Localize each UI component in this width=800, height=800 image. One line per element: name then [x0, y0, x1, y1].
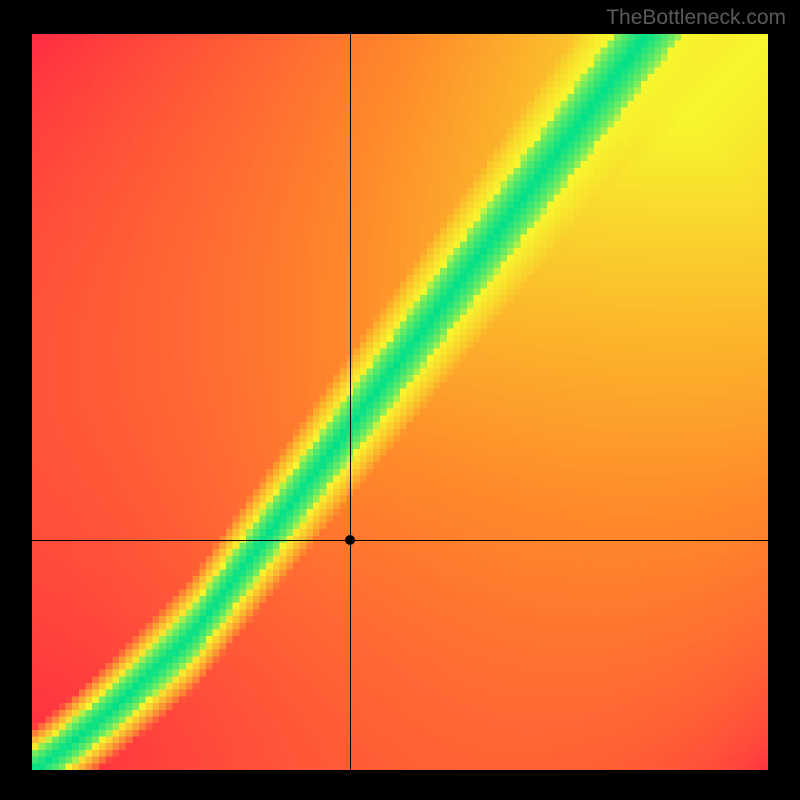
crosshair-horizontal: [32, 540, 768, 541]
heatmap-plot: [32, 34, 768, 770]
data-point-marker: [345, 535, 355, 545]
heatmap-canvas: [32, 34, 768, 770]
chart-container: TheBottleneck.com: [0, 0, 800, 800]
crosshair-vertical: [350, 34, 351, 770]
watermark-text: TheBottleneck.com: [606, 6, 786, 30]
